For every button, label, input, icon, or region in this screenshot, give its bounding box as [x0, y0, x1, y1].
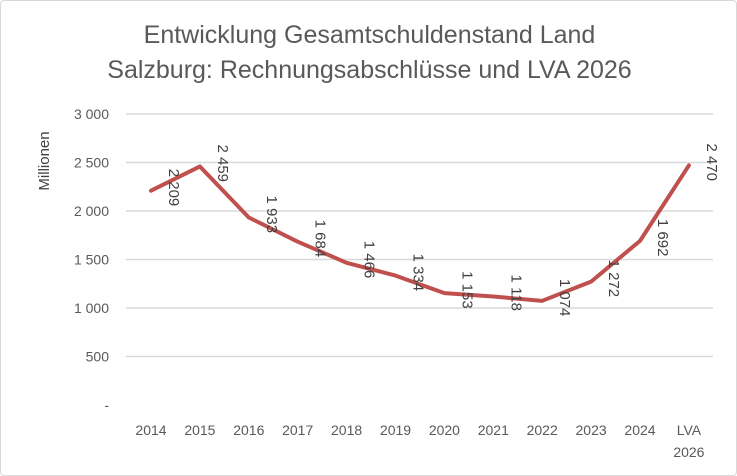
data-label: 1 692	[654, 219, 671, 257]
x-tick-label: 2018	[331, 422, 362, 438]
data-label: 1 334	[410, 254, 427, 292]
y-tick-label: 2 500	[74, 155, 109, 171]
data-label: 2 459	[214, 144, 231, 182]
data-label: 1 272	[605, 260, 622, 298]
chart-title-line-1: Entwicklung Gesamtschuldenstand Land	[143, 21, 596, 49]
data-label: 1 684	[312, 220, 329, 258]
x-tick-label: 2019	[380, 422, 411, 438]
y-axis-label: Millionen	[36, 131, 53, 190]
x-tick-label: 2021	[478, 422, 509, 438]
data-label: 1 933	[263, 195, 280, 233]
x-tick-label: 2020	[429, 422, 460, 438]
x-tick-label: 2014	[135, 422, 166, 438]
data-label: 1 466	[361, 241, 378, 279]
y-tick-label: -	[104, 397, 109, 413]
y-tick-label: 2 000	[74, 203, 109, 219]
y-tick-label: 1 500	[74, 252, 109, 268]
x-tick-label: 2024	[624, 422, 655, 438]
y-tick-label: 500	[86, 349, 110, 365]
x-tick-label: 2022	[527, 422, 558, 438]
data-label: 2 470	[703, 143, 720, 181]
data-label: 2 209	[165, 169, 182, 207]
series-line	[149, 163, 691, 303]
x-tick-label: LVA	[677, 422, 702, 438]
x-tick-label: 2017	[282, 422, 313, 438]
data-label: 1 074	[556, 279, 573, 317]
x-tick-label: 2023	[576, 422, 607, 438]
y-tick-label: 3 000	[74, 106, 109, 122]
x-tick-label: 2015	[184, 422, 215, 438]
x-tick-label: 2016	[233, 422, 264, 438]
chart-title-line-2: Salzburg: Rechnungsabschlüsse und LVA 20…	[107, 56, 632, 84]
x-tick-label: 2026	[673, 444, 704, 460]
data-label: 1 153	[458, 271, 475, 309]
y-tick-label: 1 000	[74, 300, 109, 316]
data-label: 1 118	[507, 275, 524, 311]
